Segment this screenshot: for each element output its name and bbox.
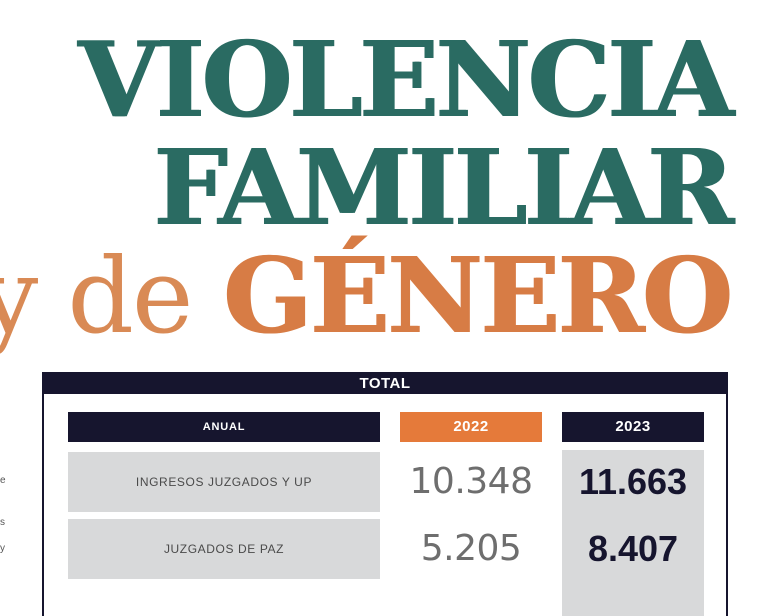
side-text-fragment-3: y [0,543,5,554]
header-anual: ANUAL [68,412,380,442]
row-ingresos-value-2022: 10.348 [409,461,533,502]
headline-line-2: FAMILIAR [152,126,733,249]
side-text-fragment-1: e [0,475,6,486]
table-title-bar: TOTAL [44,372,726,394]
headline-line-3-emphasis: GÉNERO [222,234,732,357]
side-text-fragment-2: s [0,517,5,528]
header-2023: 2023 [562,412,704,442]
totals-table: TOTAL ANUAL 2022 2023 INGRESOS JUZGADOS … [42,372,728,616]
row-juzgados-paz-value-2023: 8.407 [587,528,679,569]
header-2022: 2022 [400,412,542,442]
row-label-ingresos: INGRESOS JUZGADOS Y UP [68,452,380,512]
headline-line-1: VIOLENCIA [77,18,733,141]
row-juzgados-paz-value-2022: 5.205 [420,528,522,569]
headline-line-3: y de GÉNERO [0,244,732,349]
headline-line-3-prefix: y de [0,235,223,357]
row-label-juzgados-paz: JUZGADOS DE PAZ [68,519,380,579]
row-ingresos-value-2023: 11.663 [578,461,688,502]
column-2023-background [562,450,704,616]
